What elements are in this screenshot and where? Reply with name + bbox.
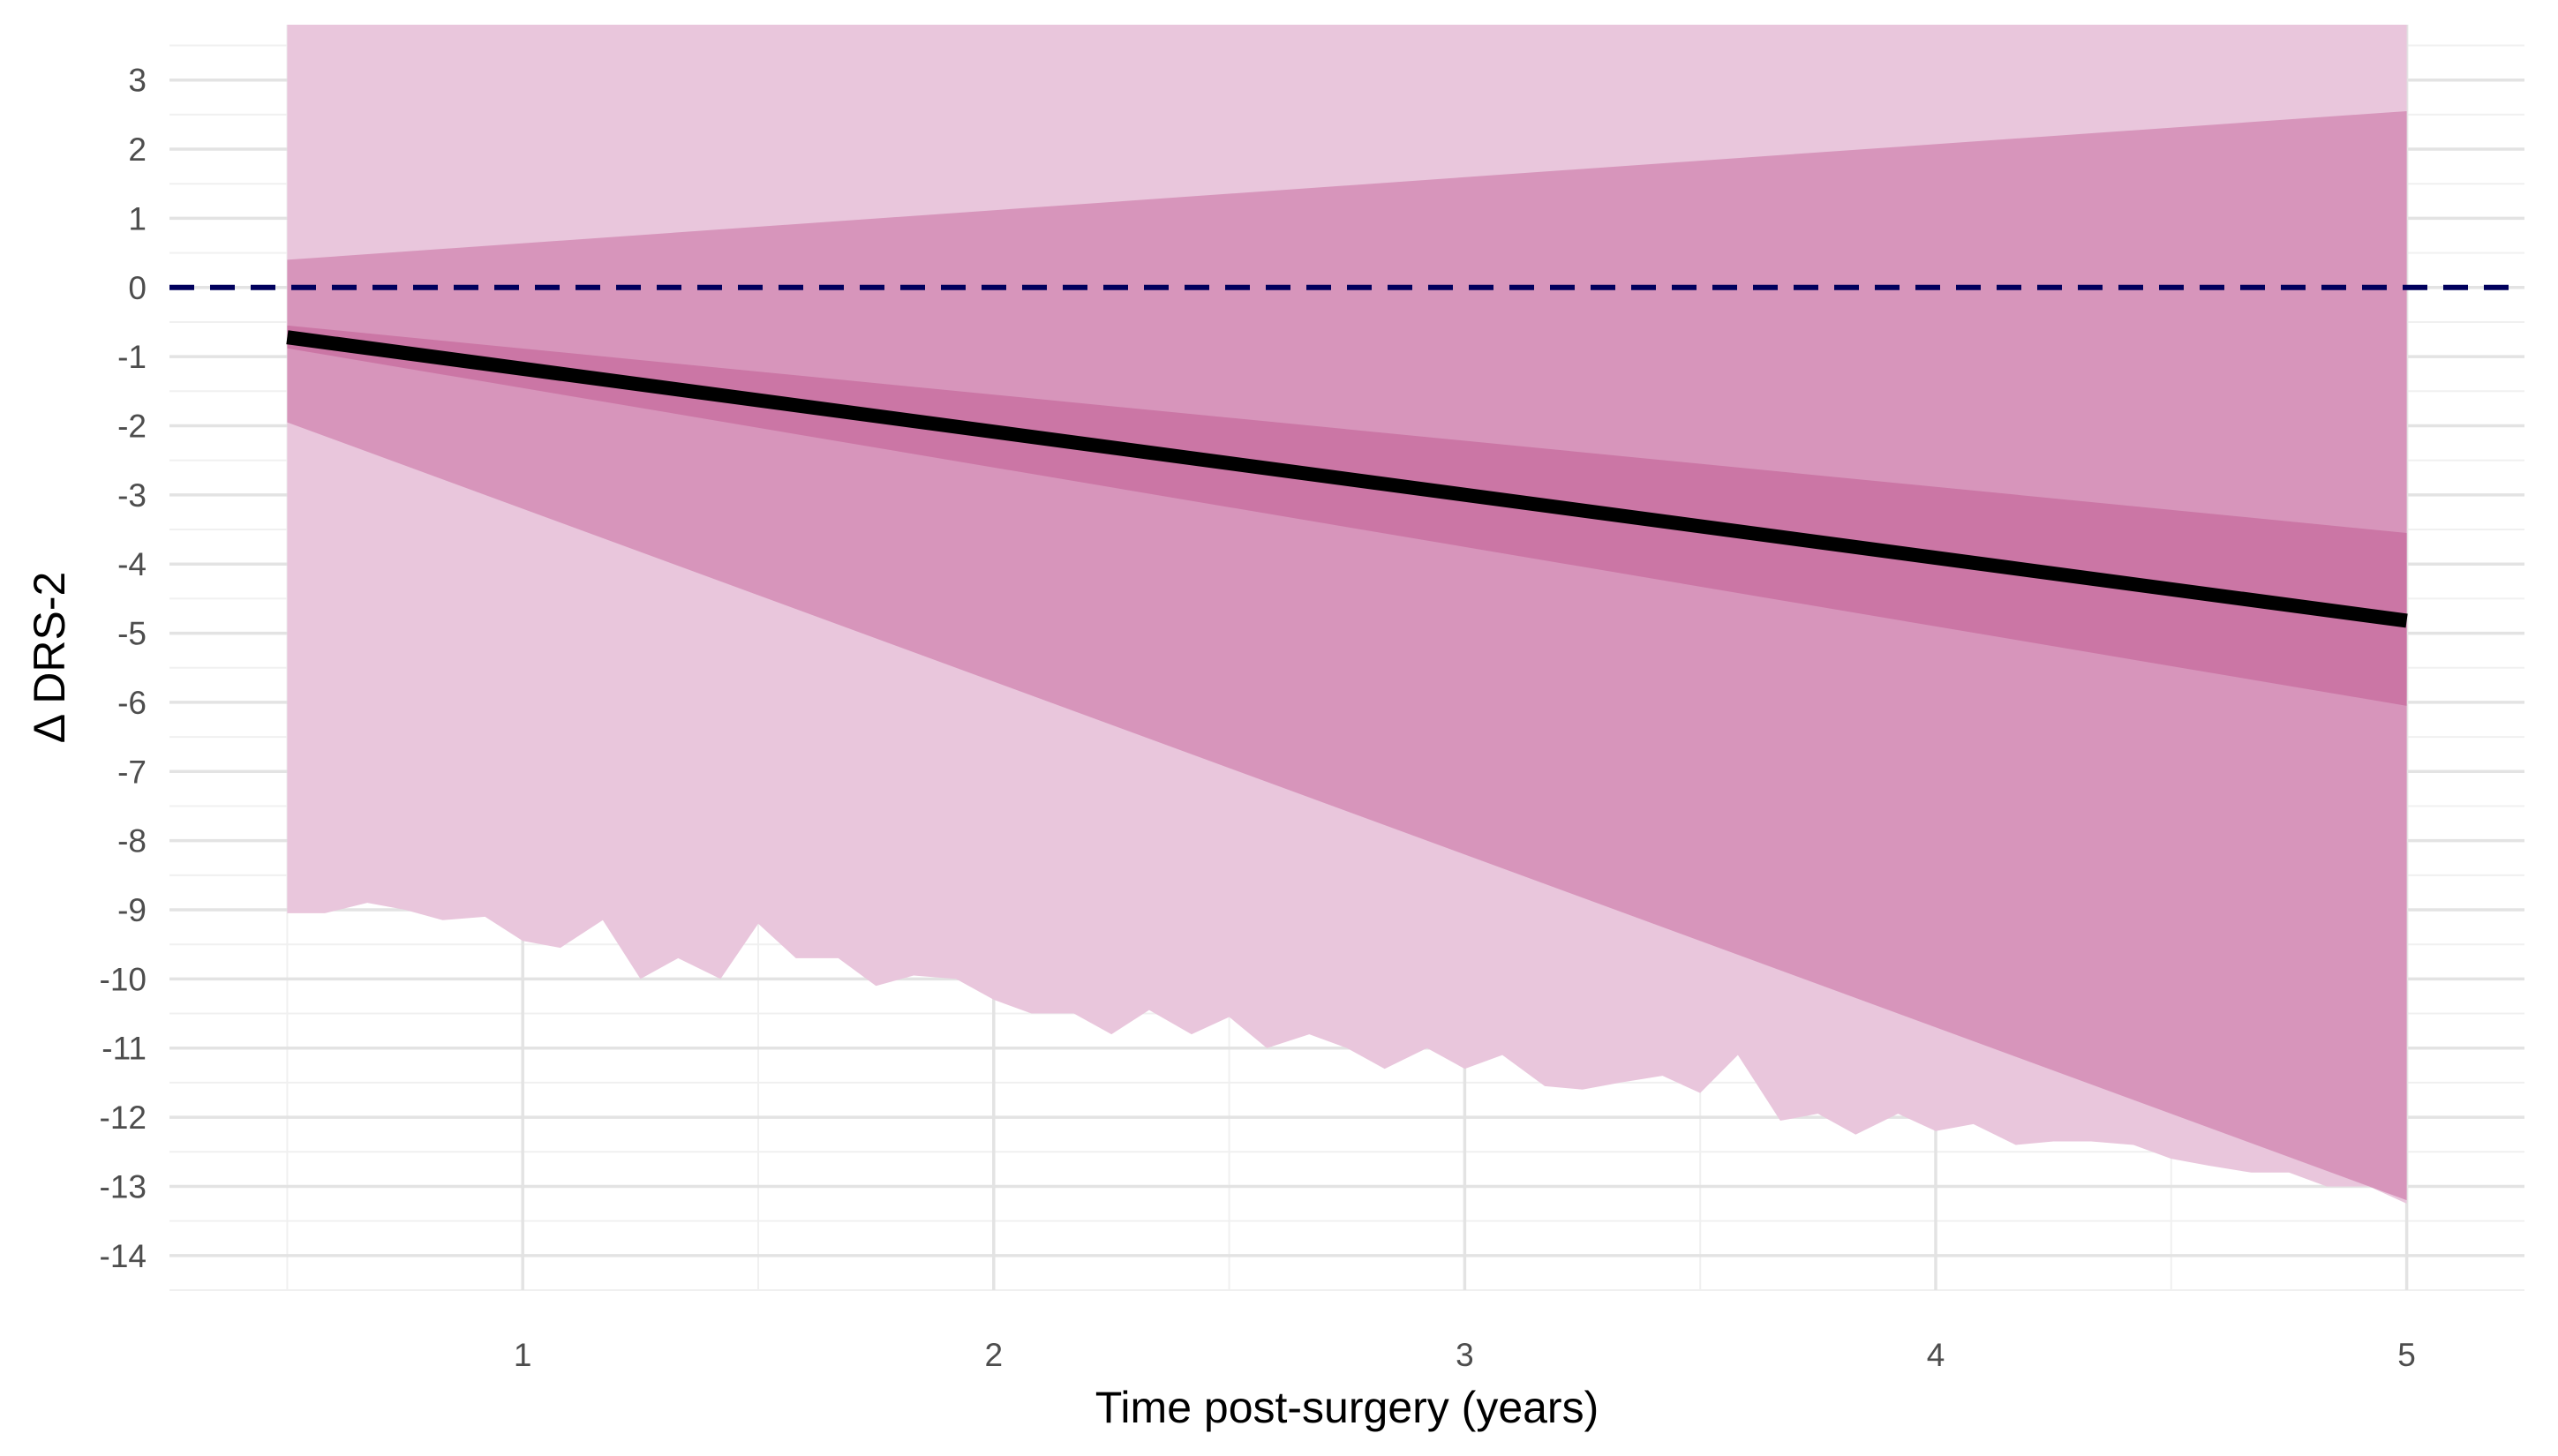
- x-axis-title: Time post-surgery (years): [1095, 1383, 1599, 1432]
- y-tick-label: -9: [117, 892, 147, 928]
- y-tick-label: -4: [117, 546, 147, 582]
- y-tick-label: -7: [117, 754, 147, 790]
- y-tick-label: -14: [100, 1238, 147, 1274]
- inner-band: [287, 325, 2407, 706]
- x-tick-label: 4: [1927, 1337, 1945, 1373]
- x-tick-label: 5: [2397, 1337, 2416, 1373]
- lines: [169, 284, 2524, 628]
- y-tick-label: 1: [128, 200, 147, 236]
- y-axis-title: Δ DRS-2: [25, 572, 74, 744]
- y-tick-label: 3: [128, 63, 147, 99]
- y-tick-label: -6: [117, 685, 147, 721]
- tick-labels: 3 2 1 0 -1 -2 -3 -4 -5 -6 -7 -8 -9 -10 -11 -12 -13 -14 1 2 3…: [100, 63, 2416, 1373]
- y-tick-label: -13: [100, 1168, 147, 1205]
- y-tick-label: -11: [102, 1031, 147, 1067]
- confidence-bands: [287, 25, 2407, 1205]
- x-tick-label: 3: [1456, 1337, 1474, 1373]
- y-tick-label: 2: [128, 131, 147, 168]
- x-tick-label: 1: [514, 1337, 532, 1373]
- y-tick-label: 0: [128, 270, 147, 306]
- y-tick-label: -3: [117, 477, 147, 514]
- y-tick-label: -10: [100, 961, 147, 997]
- y-tick-label: -8: [117, 823, 147, 859]
- x-tick-label: 2: [985, 1337, 1004, 1373]
- fit-line: [286, 330, 2408, 628]
- y-tick-label: -2: [117, 408, 147, 444]
- y-tick-label: -12: [100, 1100, 147, 1136]
- y-tick-label: -5: [117, 616, 147, 652]
- y-tick-label: -1: [117, 339, 147, 375]
